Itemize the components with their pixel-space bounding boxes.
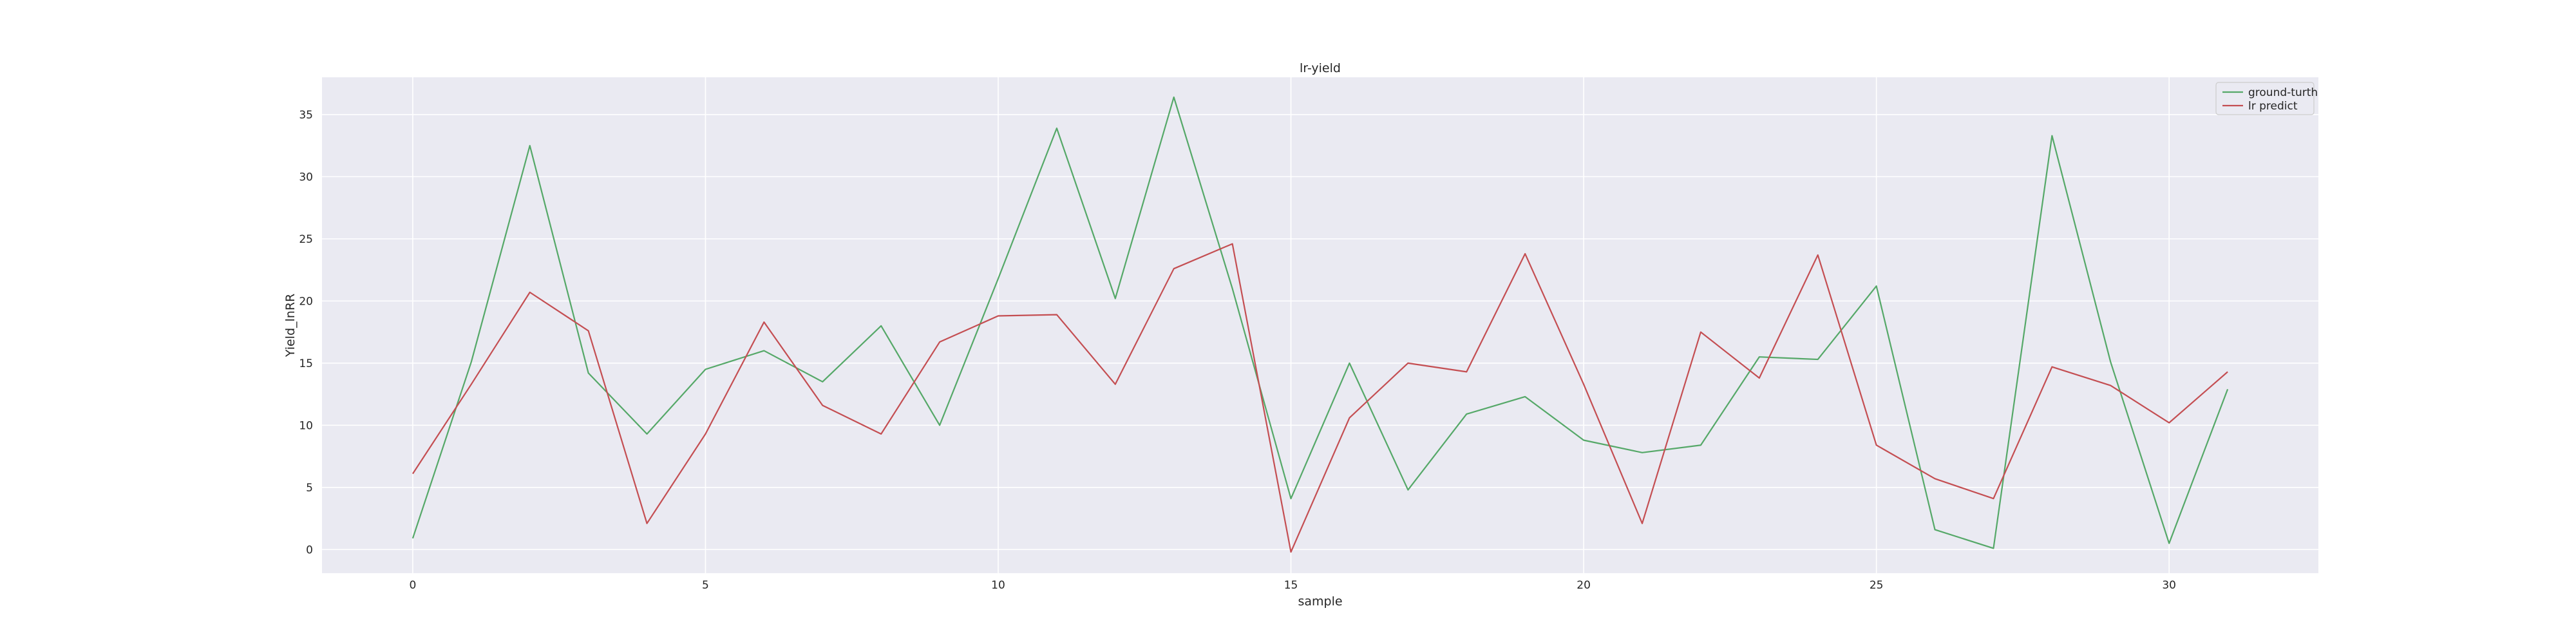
y-tick-label: 30: [299, 171, 313, 184]
y-tick-label: 5: [306, 482, 313, 495]
x-tick-label: 15: [1284, 579, 1298, 592]
legend-box: [2215, 82, 2315, 115]
x-tick-label: 20: [1577, 579, 1591, 592]
x-axis-title: sample: [1298, 594, 1342, 609]
y-tick-label: 20: [299, 295, 313, 308]
plot-area: [322, 77, 2318, 573]
x-tick-label: 30: [2162, 579, 2176, 592]
series-layer: [412, 96, 2229, 553]
x-tick-label: 25: [1870, 579, 1884, 592]
chart-title: lr-yield: [1300, 61, 1341, 75]
series-line: [412, 243, 2228, 553]
y-tick-label: 35: [299, 109, 313, 122]
series-line: [412, 96, 2229, 549]
tick-labels: 0 5 10 15 20 25 30 0 5 10 15 20 25 30 35: [299, 109, 2176, 592]
y-axis-title: Yield_lnRR: [283, 294, 298, 357]
y-tick-label: 15: [299, 357, 313, 370]
y-tick-label: 10: [299, 419, 313, 432]
x-tick-label: 5: [702, 579, 709, 592]
grid: [322, 77, 2318, 573]
legend-label: lr predict: [2248, 100, 2298, 113]
y-tick-label: 0: [306, 544, 313, 556]
y-tick-label: 25: [299, 233, 313, 246]
legend-label: ground-turth: [2248, 86, 2318, 99]
x-tick-label: 10: [991, 579, 1005, 592]
x-tick-label: 0: [409, 579, 416, 592]
